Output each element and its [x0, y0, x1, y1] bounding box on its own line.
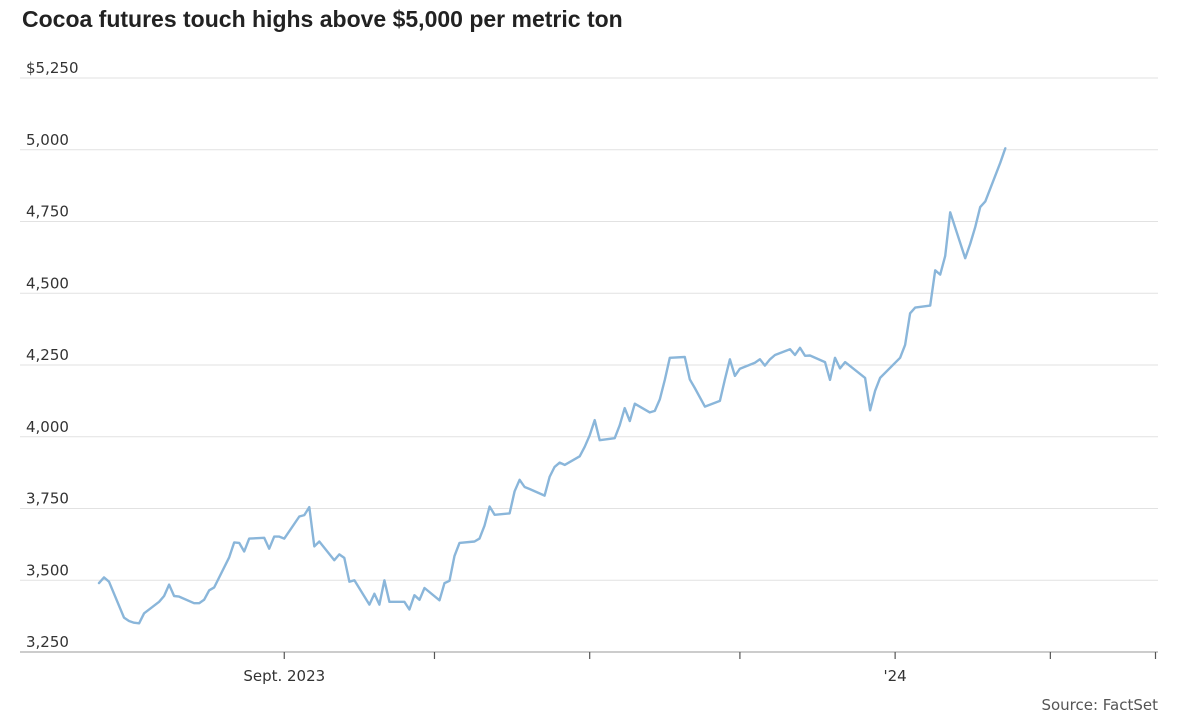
y-tick-label: 4,250	[26, 346, 69, 364]
source-note: Source: FactSet	[1041, 696, 1158, 714]
x-tick-label: Sept. 2023	[243, 667, 325, 685]
y-tick-label: $5,250	[26, 59, 79, 77]
y-tick-label: 3,500	[26, 561, 69, 579]
y-tick-label: 4,750	[26, 203, 69, 221]
y-tick-label: 4,500	[26, 274, 69, 292]
y-tick-label: 5,000	[26, 131, 69, 149]
series-line	[97, 147, 1007, 625]
y-tick-label: 3,750	[26, 490, 69, 508]
tick-labels: $5,250 5,000 4,750 4,500 4,250 4,000 3,750 3,50…	[26, 59, 907, 685]
x-tick-label: '24	[884, 667, 907, 685]
series-layer	[97, 147, 1007, 625]
chart-title: Cocoa futures touch highs above $5,000 p…	[22, 6, 623, 32]
gridlines	[20, 77, 1158, 653]
y-tick-label: 3,250	[26, 633, 69, 651]
x-axis	[283, 652, 1157, 659]
y-tick-label: 4,000	[26, 418, 69, 436]
